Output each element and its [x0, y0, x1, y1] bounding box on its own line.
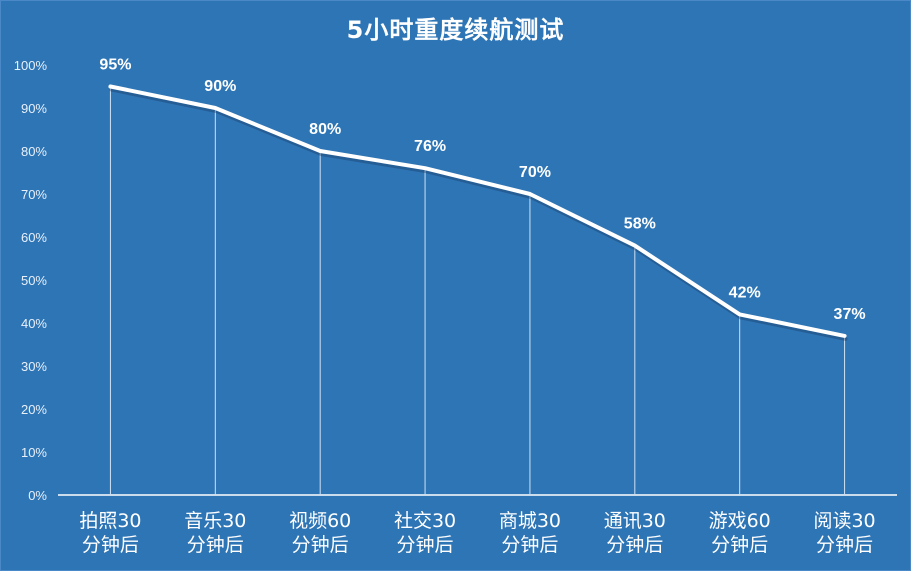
x-category-label: 商城30 分钟后 [499, 510, 561, 556]
y-tick-label: 20% [21, 402, 47, 417]
x-category-label: 音乐30 分钟后 [184, 510, 246, 556]
data-label: 95% [99, 57, 131, 74]
x-category-label: 社交30 分钟后 [394, 510, 456, 556]
x-category-label: 通讯30 分钟后 [604, 510, 666, 556]
data-label: 76% [414, 138, 446, 155]
x-category-label: 视频60 分钟后 [289, 510, 351, 556]
data-label: 42% [729, 284, 761, 301]
y-tick-label: 10% [21, 445, 47, 460]
y-tick-label: 40% [21, 316, 47, 331]
data-label: 80% [309, 121, 341, 138]
series-line-shadow [109, 87, 848, 341]
y-tick-label: 90% [21, 101, 47, 116]
y-tick-label: 100% [14, 58, 48, 73]
series-line [108, 84, 847, 338]
y-tick-label: 50% [21, 273, 47, 288]
y-tick-label: 70% [21, 187, 47, 202]
x-category-label: 阅读30 分钟后 [813, 510, 875, 556]
x-category-label: 游戏60 分钟后 [709, 510, 771, 556]
y-tick-label: 0% [28, 488, 47, 503]
chart-title: 5小时重度续航测试 [346, 16, 565, 44]
data-label: 37% [834, 306, 866, 323]
y-tick-label: 80% [21, 144, 47, 159]
data-label: 70% [519, 164, 551, 181]
data-label: 58% [624, 216, 656, 233]
x-category-label: 拍照30 分钟后 [79, 510, 141, 556]
y-tick-label: 30% [21, 359, 47, 374]
y-tick-label: 60% [21, 230, 47, 245]
data-label: 90% [204, 78, 236, 95]
